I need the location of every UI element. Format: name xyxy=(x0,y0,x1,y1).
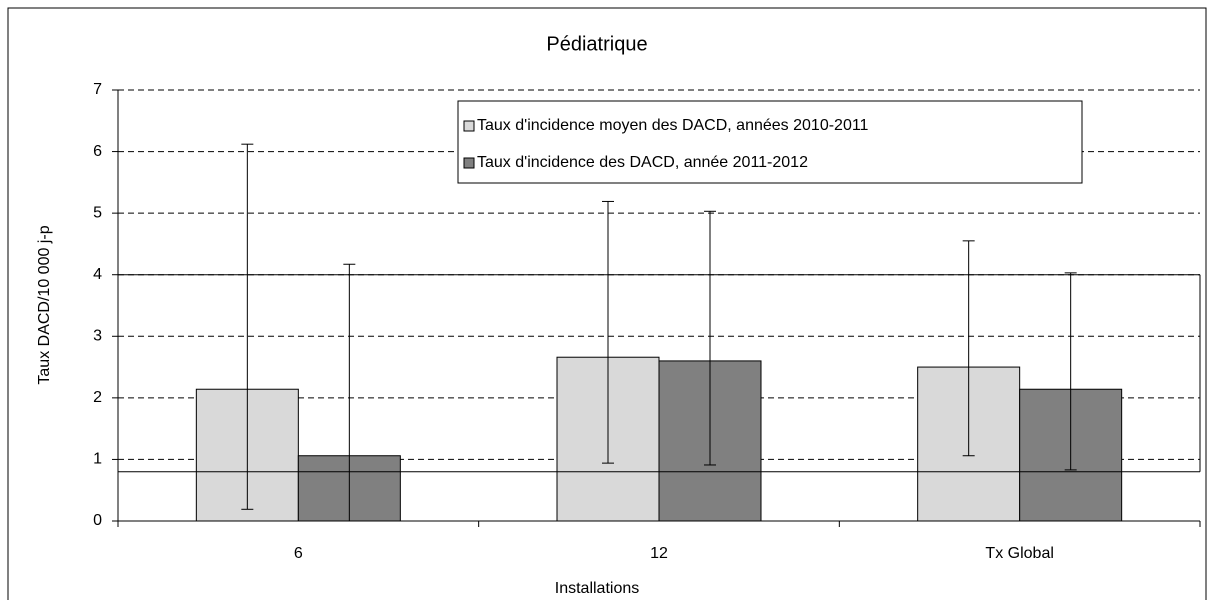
y-tick-label: 4 xyxy=(93,266,102,283)
y-tick-label: 5 xyxy=(93,204,102,221)
legend-swatch xyxy=(463,120,475,132)
legend-box xyxy=(457,100,1083,184)
y-tick-label: 0 xyxy=(93,512,102,529)
y-tick-label: 1 xyxy=(93,451,102,468)
x-tick-label: 12 xyxy=(650,545,668,562)
y-tick-label: 2 xyxy=(93,389,102,406)
y-tick-label: 7 xyxy=(93,81,102,98)
x-tick-label: Tx Global xyxy=(985,545,1053,562)
legend-swatch xyxy=(463,157,475,169)
legend-label: Taux d'incidence des DACD, année 2011-20… xyxy=(477,154,808,171)
legend-label: Taux d'incidence moyen des DACD, années … xyxy=(477,117,869,134)
x-axis-title: Installations xyxy=(555,580,640,597)
x-tick-label: 6 xyxy=(294,545,303,562)
y-tick-label: 3 xyxy=(93,328,102,345)
y-axis-title: Taux DACD/10 000 j-p xyxy=(36,225,53,384)
y-tick-label: 6 xyxy=(93,143,102,160)
chart-title: Pédiatrique xyxy=(546,33,647,55)
